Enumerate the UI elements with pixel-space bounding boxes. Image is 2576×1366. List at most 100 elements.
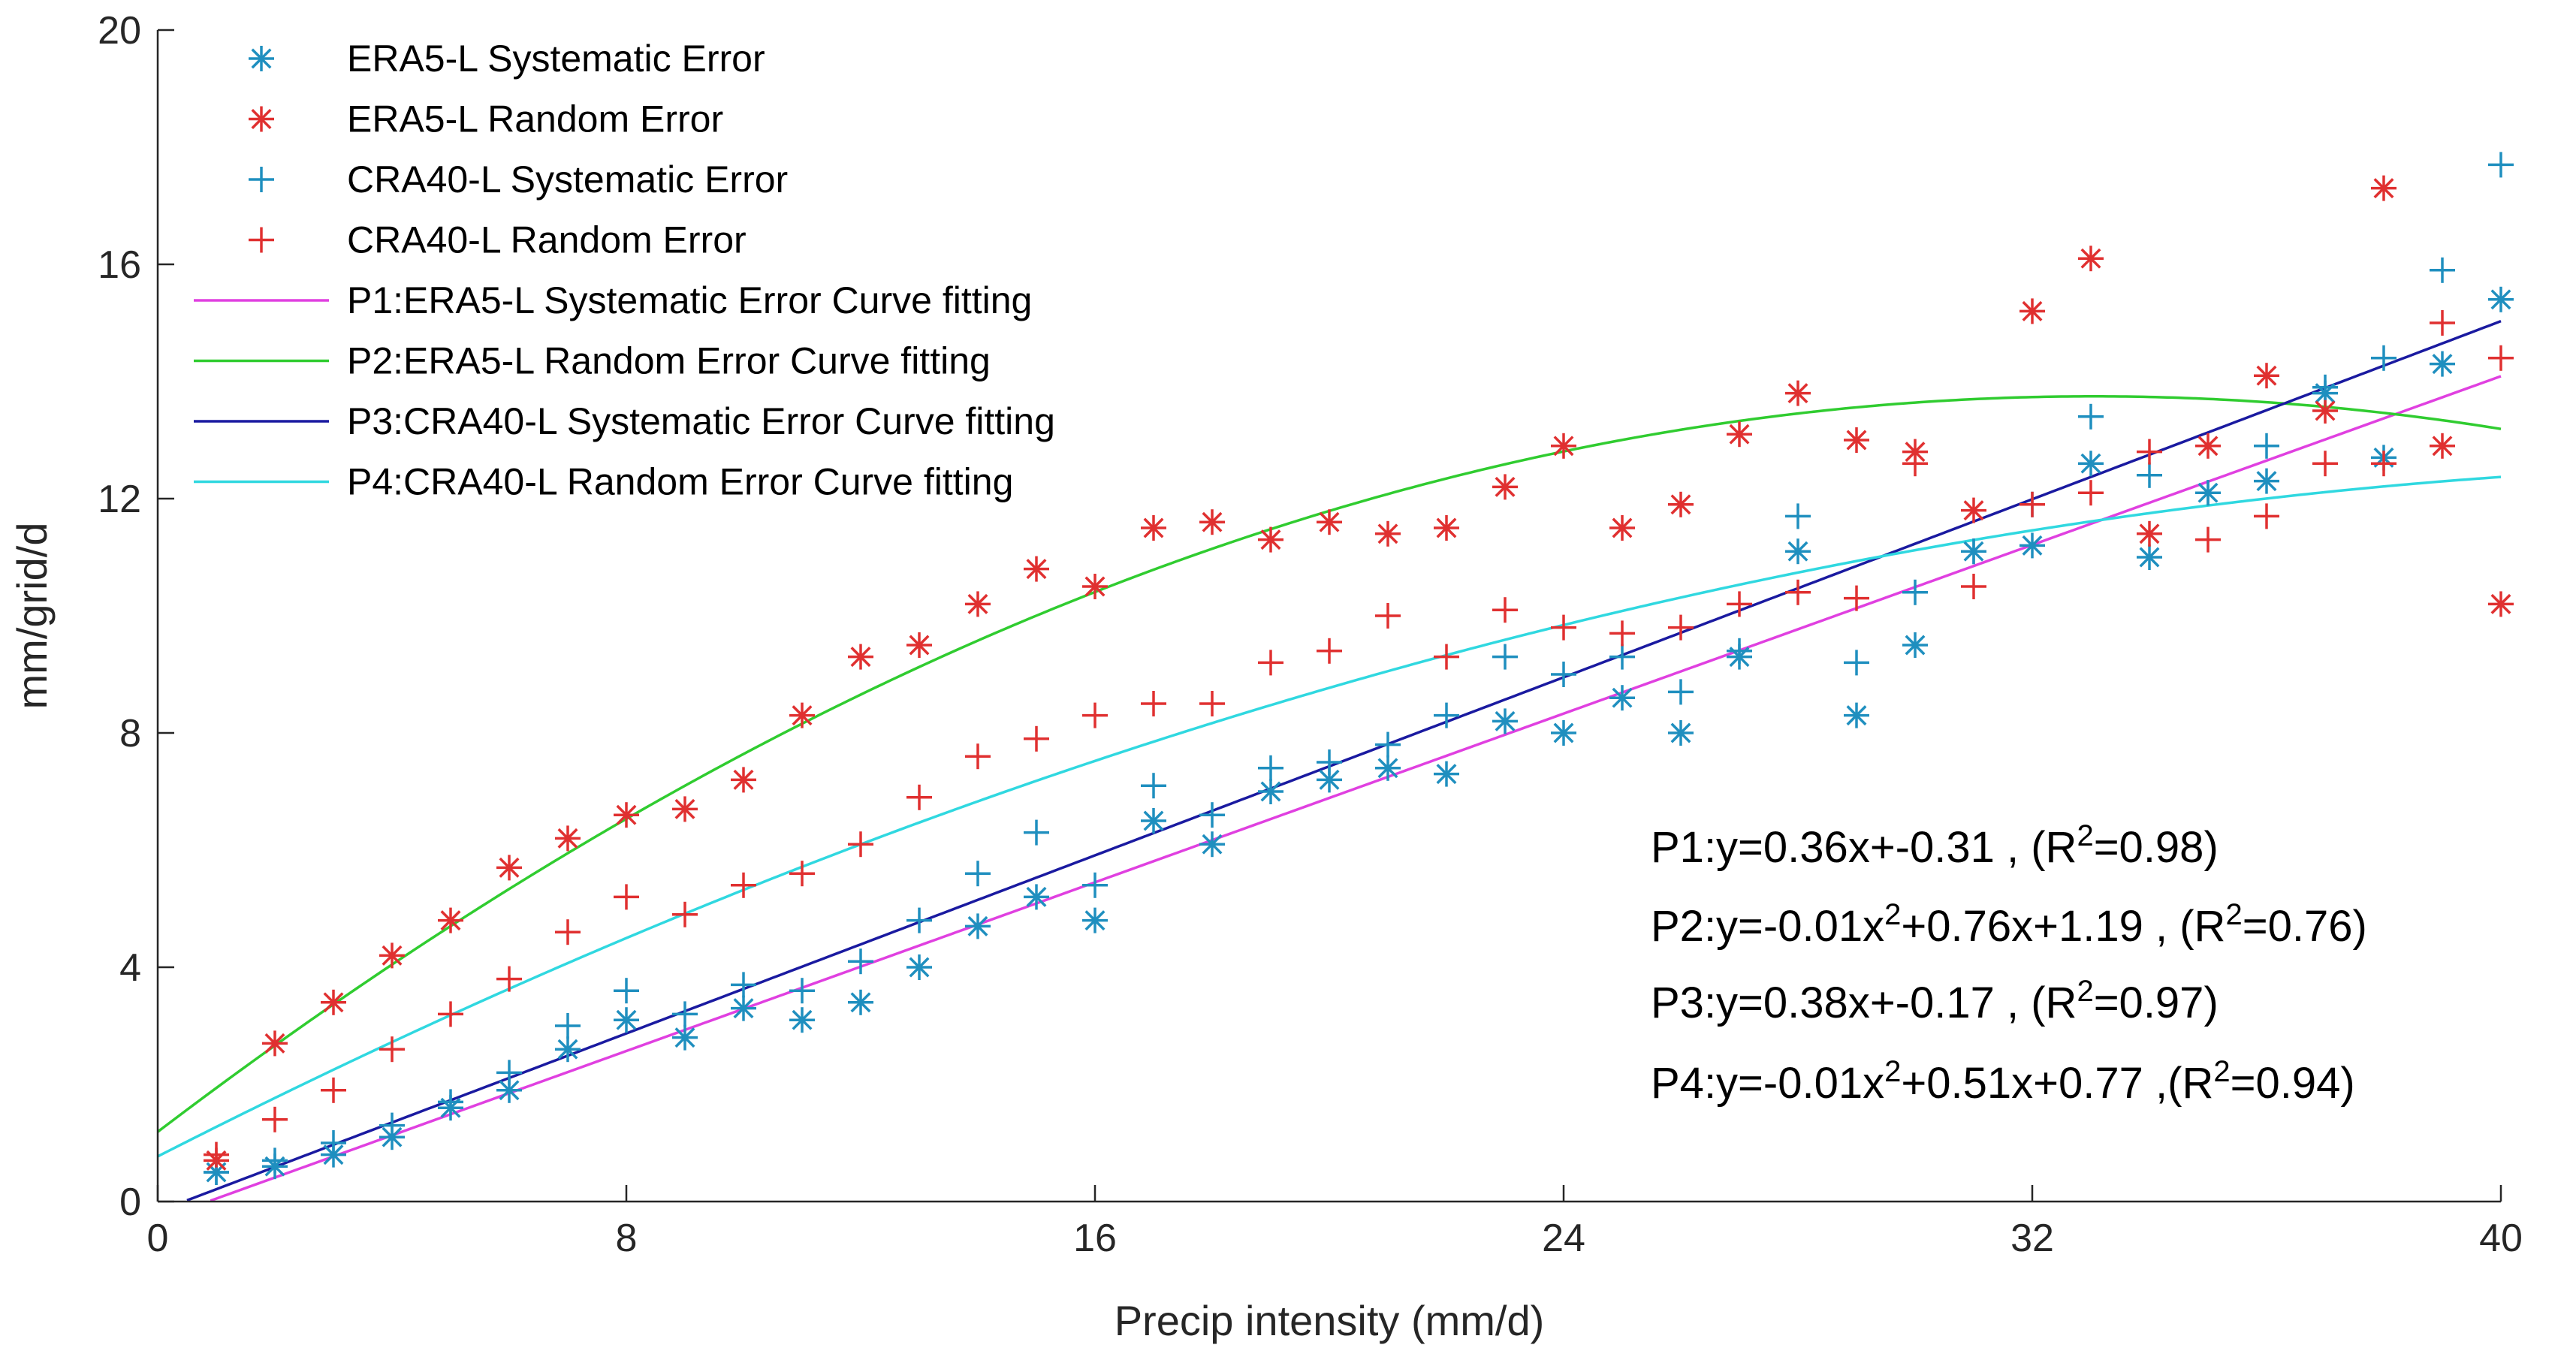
data-point-s1-15 bbox=[1024, 884, 1049, 910]
data-point-s3-21 bbox=[1375, 731, 1401, 758]
data-point-s2-40 bbox=[2488, 591, 2514, 617]
data-point-s1-24 bbox=[1551, 720, 1576, 746]
data-point-s3-12 bbox=[848, 948, 873, 975]
data-point-s3-39 bbox=[2430, 257, 2455, 283]
data-point-s3-28 bbox=[1785, 503, 1811, 529]
data-point-s2-6 bbox=[496, 855, 522, 881]
data-point-s1-22 bbox=[1434, 761, 1459, 787]
data-point-s2-10 bbox=[731, 767, 756, 793]
data-point-s2-21 bbox=[1375, 520, 1401, 547]
x-tick-label: 16 bbox=[1073, 1217, 1117, 1260]
legend-label-3: CRA40-L Systematic Error bbox=[347, 158, 788, 201]
data-point-s4-12 bbox=[848, 831, 873, 858]
data-point-s4-33 bbox=[2078, 480, 2104, 506]
data-point-s1-6 bbox=[496, 1077, 522, 1103]
data-point-s3-16 bbox=[1082, 872, 1108, 898]
data-point-s4-8 bbox=[614, 884, 639, 910]
data-point-s4-15 bbox=[1024, 725, 1049, 752]
data-point-s3-31 bbox=[1961, 538, 1986, 565]
data-point-s4-36 bbox=[2254, 503, 2279, 529]
data-point-s3-17 bbox=[1141, 773, 1166, 799]
data-point-s4-3 bbox=[321, 1077, 346, 1103]
data-point-s2-32 bbox=[2019, 298, 2045, 324]
data-point-s3-23 bbox=[1492, 644, 1518, 670]
data-point-s1-23 bbox=[1492, 708, 1518, 734]
data-point-s3-22 bbox=[1434, 702, 1459, 728]
legend-marker-3 bbox=[249, 167, 274, 192]
data-point-s2-22 bbox=[1434, 515, 1459, 541]
data-point-s2-20 bbox=[1317, 509, 1342, 535]
data-point-s2-11 bbox=[789, 702, 815, 728]
data-point-s3-24 bbox=[1551, 662, 1576, 687]
data-point-s4-6 bbox=[496, 966, 522, 992]
data-point-s1-11 bbox=[789, 1007, 815, 1033]
data-point-s4-11 bbox=[789, 861, 815, 887]
data-point-s2-27 bbox=[1727, 421, 1752, 448]
data-point-s3-8 bbox=[614, 978, 639, 1004]
x-tick-label: 8 bbox=[616, 1217, 638, 1260]
data-point-s3-40 bbox=[2488, 152, 2514, 178]
data-point-s1-25 bbox=[1609, 685, 1635, 711]
data-point-s1-18 bbox=[1199, 831, 1225, 858]
data-point-s1-16 bbox=[1082, 907, 1108, 933]
legend-marker-4 bbox=[249, 227, 274, 253]
data-point-s3-30 bbox=[1902, 579, 1928, 605]
data-point-s2-37 bbox=[2312, 398, 2338, 424]
data-point-s1-21 bbox=[1375, 755, 1401, 781]
data-point-s2-14 bbox=[965, 591, 991, 617]
data-point-s3-20 bbox=[1317, 749, 1342, 775]
data-point-s3-25 bbox=[1609, 644, 1635, 670]
legend-label-p1: P1:ERA5-L Systematic Error Curve fitting bbox=[347, 279, 1032, 321]
data-point-s3-9 bbox=[672, 1001, 698, 1027]
data-point-s1-10 bbox=[731, 995, 756, 1021]
data-point-s4-10 bbox=[731, 872, 756, 898]
data-point-s4-19 bbox=[1258, 650, 1283, 676]
equation-p1: P1:y=0.36x+-0.31 , (R2=0.98) bbox=[1651, 819, 2219, 872]
data-point-s2-24 bbox=[1551, 433, 1576, 459]
data-point-s2-39 bbox=[2430, 433, 2455, 459]
y-tick-label: 4 bbox=[119, 946, 141, 990]
data-point-s3-27 bbox=[1727, 638, 1752, 664]
x-tick-label: 32 bbox=[2010, 1217, 2054, 1260]
data-point-s2-18 bbox=[1199, 509, 1225, 535]
data-point-s4-14 bbox=[965, 743, 991, 770]
data-point-s1-40 bbox=[2488, 286, 2514, 312]
data-point-s2-3 bbox=[321, 989, 346, 1015]
data-point-s4-1 bbox=[204, 1141, 229, 1168]
data-point-s1-33 bbox=[2078, 451, 2104, 477]
data-point-s4-4 bbox=[379, 1036, 405, 1063]
data-point-s2-38 bbox=[2371, 175, 2397, 201]
legend-label-2: ERA5-L Random Error bbox=[347, 98, 723, 140]
data-point-s3-10 bbox=[731, 972, 756, 998]
data-point-s3-26 bbox=[1668, 679, 1694, 705]
x-tick-label: 24 bbox=[1542, 1217, 1585, 1260]
data-point-s2-7 bbox=[555, 825, 581, 852]
data-point-s1-28 bbox=[1785, 538, 1811, 565]
y-tick-label: 0 bbox=[119, 1181, 141, 1224]
data-point-s2-2 bbox=[262, 1030, 288, 1057]
data-point-s4-13 bbox=[906, 784, 932, 810]
data-point-s3-34 bbox=[2137, 462, 2162, 488]
legend-label-1: ERA5-L Systematic Error bbox=[347, 38, 765, 80]
data-point-s1-39 bbox=[2430, 351, 2455, 377]
data-point-s4-30 bbox=[1902, 451, 1928, 477]
data-point-s2-16 bbox=[1082, 574, 1108, 599]
data-point-s1-30 bbox=[1902, 632, 1928, 658]
data-point-s2-28 bbox=[1785, 380, 1811, 406]
data-point-s4-24 bbox=[1551, 614, 1576, 641]
data-point-s4-27 bbox=[1727, 591, 1752, 617]
data-point-s3-36 bbox=[2254, 433, 2279, 459]
data-point-s4-39 bbox=[2430, 310, 2455, 336]
y-tick-label: 16 bbox=[98, 243, 141, 287]
data-point-s1-36 bbox=[2254, 468, 2279, 494]
data-point-s1-7 bbox=[555, 1036, 581, 1063]
data-point-s2-12 bbox=[848, 644, 873, 670]
data-point-s4-28 bbox=[1785, 579, 1811, 605]
data-point-s1-32 bbox=[2019, 532, 2045, 559]
data-point-s2-26 bbox=[1668, 491, 1694, 517]
data-point-s1-29 bbox=[1844, 702, 1869, 728]
data-point-s4-37 bbox=[2312, 451, 2338, 477]
data-point-s3-13 bbox=[906, 907, 932, 933]
data-point-s2-25 bbox=[1609, 515, 1635, 541]
